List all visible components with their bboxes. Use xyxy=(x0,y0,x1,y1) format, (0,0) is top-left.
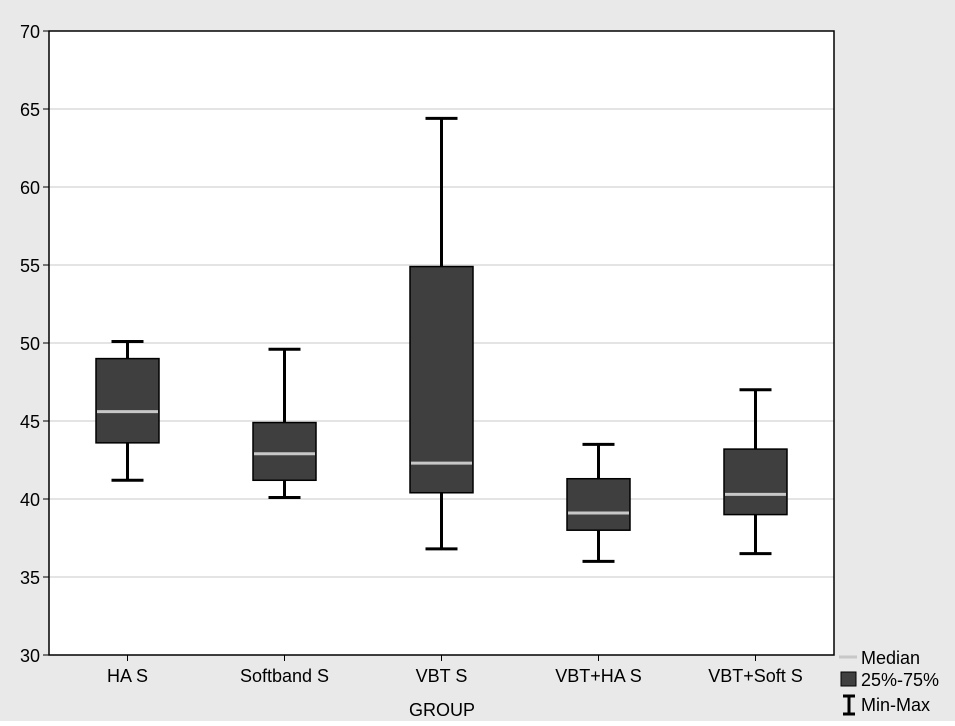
x-tick-label: VBT+HA S xyxy=(555,666,642,686)
iqr-box xyxy=(566,477,631,531)
y-tick-label: 30 xyxy=(20,646,40,666)
box-group xyxy=(566,442,631,563)
y-tick-label: 40 xyxy=(20,490,40,510)
legend-minmax-swatch xyxy=(843,694,855,716)
y-axis-ticks: 30 35 40 45 50 55 60 65 70 xyxy=(20,22,49,666)
y-tick-label: 35 xyxy=(20,568,40,588)
y-tick-label: 60 xyxy=(20,178,40,198)
legend-median-label: Median xyxy=(861,648,920,668)
boxes xyxy=(95,116,788,563)
box-group xyxy=(252,347,317,499)
legend-box-label: 25%-75% xyxy=(861,670,939,690)
box-group xyxy=(95,339,160,482)
iqr-box xyxy=(723,448,788,516)
x-tick-label: VBT+Soft S xyxy=(708,666,803,686)
y-tick-label: 55 xyxy=(20,256,40,276)
y-tick-label: 70 xyxy=(20,22,40,42)
x-tick-label: HA S xyxy=(107,666,148,686)
legend-minmax-label: Min-Max xyxy=(861,695,930,715)
iqr-box xyxy=(409,265,474,494)
y-tick-label: 50 xyxy=(20,334,40,354)
x-tick-label: VBT S xyxy=(416,666,468,686)
x-tick-label: Softband S xyxy=(240,666,329,686)
legend-box-swatch xyxy=(840,671,857,687)
x-axis-ticks: HA S Softband S VBT S VBT+HA S VBT+Soft S xyxy=(107,655,803,686)
iqr-box xyxy=(252,421,317,482)
y-tick-label: 45 xyxy=(20,412,40,432)
box-group xyxy=(723,388,788,556)
plot-frame xyxy=(48,30,835,656)
x-axis-title: GROUP xyxy=(409,700,475,720)
legend: Median 25%-75% Min-Max xyxy=(839,648,939,716)
y-tick-label: 65 xyxy=(20,100,40,120)
box-group xyxy=(409,116,474,551)
iqr-box xyxy=(95,357,160,444)
